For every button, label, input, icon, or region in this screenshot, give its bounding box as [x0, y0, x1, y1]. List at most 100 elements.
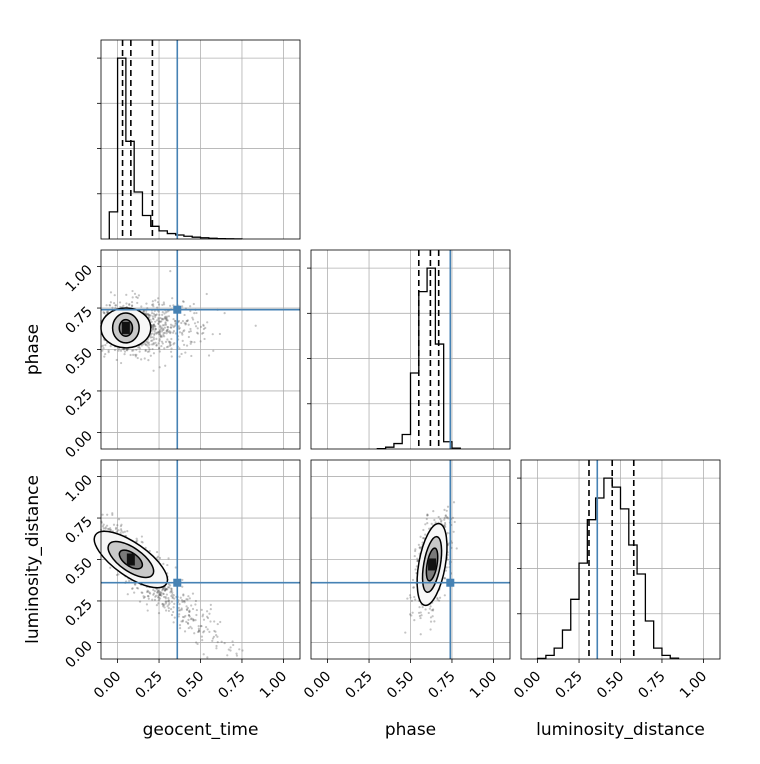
- scatter-point: [235, 654, 239, 657]
- scatter-point: [128, 303, 131, 307]
- scatter-point: [419, 547, 422, 550]
- scatter-point: [153, 314, 157, 317]
- scatter-point: [438, 599, 441, 602]
- scatter-point: [167, 330, 170, 334]
- scatter-point: [109, 301, 112, 304]
- x-tick-label: 0.75: [425, 669, 458, 702]
- scatter-point: [150, 339, 153, 342]
- scatter-point: [133, 292, 137, 295]
- scatter-point: [166, 329, 169, 332]
- scatter-point: [178, 355, 181, 358]
- scatter-point: [140, 358, 143, 361]
- scatter-point: [202, 631, 205, 634]
- scatter-point: [163, 317, 166, 320]
- scatter-point: [111, 306, 114, 309]
- scatter-point: [148, 343, 151, 346]
- scatter-point: [213, 629, 216, 633]
- scatter-point: [174, 332, 177, 335]
- scatter-point: [169, 591, 172, 594]
- scatter-point: [189, 340, 192, 343]
- scatter-point: [162, 328, 165, 331]
- scatter-point: [436, 596, 439, 600]
- scatter-point: [153, 332, 156, 335]
- scatter-point: [117, 529, 120, 532]
- scatter-point: [193, 632, 196, 635]
- scatter-point: [147, 595, 150, 598]
- scatter-point: [148, 348, 151, 351]
- scatter-point: [169, 304, 172, 307]
- scatter-point: [195, 613, 198, 617]
- scatter-point: [164, 322, 167, 325]
- scatter-point: [106, 310, 110, 313]
- x-tick-label: 1.00: [467, 669, 500, 702]
- scatter-point: [424, 533, 427, 536]
- scatter-point: [166, 563, 169, 567]
- scatter-point: [165, 588, 168, 591]
- scatter-point: [158, 331, 162, 334]
- scatter-point: [142, 343, 145, 346]
- scatter-point: [126, 593, 129, 596]
- scatter-point: [145, 302, 148, 305]
- scatter-point: [158, 330, 161, 333]
- scatter-point: [168, 330, 171, 333]
- scatter-point: [149, 314, 152, 317]
- scatter-point: [152, 323, 156, 326]
- scatter-point: [154, 314, 157, 317]
- scatter-point: [430, 522, 433, 526]
- scatter-point: [177, 325, 180, 328]
- scatter-point: [120, 529, 123, 532]
- scatter-point: [138, 345, 141, 348]
- scatter-point: [443, 518, 446, 521]
- scatter-point: [151, 347, 154, 351]
- scatter-point: [150, 336, 154, 339]
- scatter-point: [436, 598, 439, 601]
- x-tick-label: 0.50: [174, 669, 207, 702]
- scatter-point: [193, 312, 196, 315]
- scatter-point: [154, 327, 157, 331]
- scatter-point: [114, 527, 118, 531]
- scatter-point: [146, 340, 149, 344]
- scatter-point: [187, 622, 190, 625]
- scatter-point: [166, 605, 169, 608]
- scatter-point: [424, 523, 427, 526]
- scatter-point: [152, 342, 155, 345]
- scatter-point: [166, 315, 169, 318]
- scatter-point: [419, 616, 422, 620]
- scatter-point: [119, 525, 123, 528]
- scatter-point: [108, 304, 112, 307]
- scatter-point: [406, 597, 409, 600]
- scatter-point: [157, 310, 160, 313]
- scatter-point: [126, 530, 129, 533]
- scatter-point: [134, 583, 137, 586]
- scatter-point: [115, 358, 118, 362]
- scatter-point: [182, 593, 185, 596]
- scatter-point: [416, 560, 419, 563]
- scatter-point: [164, 609, 168, 612]
- scatter-point: [183, 599, 186, 603]
- y-axis-label-luminosity_distance: luminosity_distance: [23, 475, 43, 644]
- scatter-point: [171, 297, 174, 300]
- scatter-point: [447, 517, 450, 520]
- scatter-point: [162, 562, 165, 565]
- scatter-point: [433, 620, 436, 623]
- scatter-point: [155, 343, 158, 347]
- scatter-point: [154, 328, 157, 331]
- scatter-point: [196, 642, 199, 646]
- scatter-point: [172, 610, 175, 614]
- scatter-point: [226, 654, 229, 657]
- scatter-point: [432, 608, 435, 611]
- x-tick-label: 1.00: [257, 669, 290, 702]
- scatter-point: [186, 319, 189, 323]
- scatter-point: [147, 597, 150, 600]
- scatter-point: [165, 593, 168, 596]
- scatter-point: [218, 332, 221, 336]
- scatter-point: [125, 302, 128, 305]
- scatter-point: [420, 614, 423, 617]
- scatter-point: [148, 591, 151, 594]
- truth-marker: [173, 305, 182, 314]
- scatter-point: [417, 543, 420, 546]
- x-axis-label-phase: phase: [385, 720, 436, 740]
- x-axis-label-luminosity_distance: luminosity_distance: [536, 720, 705, 740]
- scatter-point: [169, 323, 173, 326]
